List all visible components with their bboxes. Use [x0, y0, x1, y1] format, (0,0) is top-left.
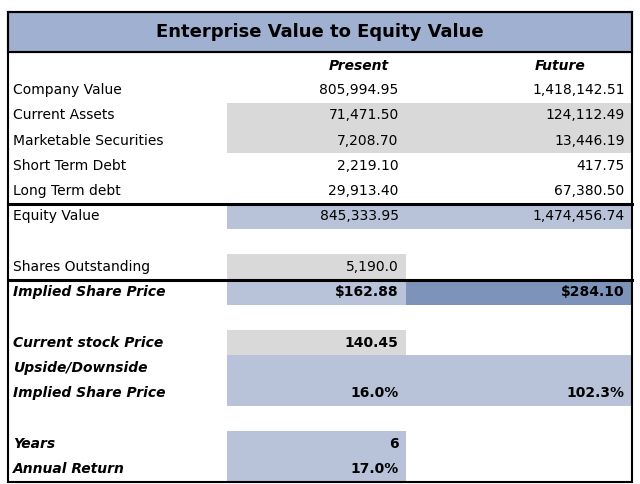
Bar: [406, 128, 632, 153]
Text: $162.88: $162.88: [335, 285, 399, 299]
Bar: [227, 330, 406, 355]
Bar: [406, 103, 632, 128]
Text: 7,208.70: 7,208.70: [337, 134, 399, 148]
Bar: [227, 128, 406, 153]
Text: Short Term Debt: Short Term Debt: [13, 159, 126, 173]
Text: 805,994.95: 805,994.95: [319, 83, 399, 97]
Bar: [227, 431, 406, 456]
Text: Enterprise Value to Equity Value: Enterprise Value to Equity Value: [156, 23, 484, 41]
Bar: [227, 456, 406, 482]
Text: 17.0%: 17.0%: [351, 462, 399, 476]
Text: Years: Years: [13, 437, 55, 451]
Bar: [406, 179, 632, 204]
Bar: [8, 406, 227, 431]
Bar: [8, 355, 227, 380]
Text: 417.75: 417.75: [577, 159, 625, 173]
Bar: [406, 305, 632, 330]
Text: $284.10: $284.10: [561, 285, 625, 299]
Text: 71,471.50: 71,471.50: [328, 108, 399, 122]
Bar: [8, 305, 227, 330]
Bar: [8, 330, 227, 355]
Text: Annual Return: Annual Return: [13, 462, 125, 476]
Bar: [8, 254, 227, 280]
Bar: [406, 153, 632, 179]
Bar: [8, 280, 227, 305]
Bar: [406, 229, 632, 254]
Text: Marketable Securities: Marketable Securities: [13, 134, 163, 148]
Text: Equity Value: Equity Value: [13, 210, 99, 223]
Bar: [8, 103, 227, 128]
Text: 1,474,456.74: 1,474,456.74: [532, 210, 625, 223]
Bar: [8, 431, 227, 456]
Bar: [227, 280, 406, 305]
Bar: [8, 204, 227, 229]
Text: Shares Outstanding: Shares Outstanding: [13, 260, 150, 274]
Bar: [406, 204, 632, 229]
Text: 2,219.10: 2,219.10: [337, 159, 399, 173]
Text: 102.3%: 102.3%: [566, 386, 625, 400]
Bar: [227, 355, 406, 380]
Bar: [8, 380, 227, 406]
Bar: [8, 12, 632, 52]
Text: Implied Share Price: Implied Share Price: [13, 386, 165, 400]
Text: 29,913.40: 29,913.40: [328, 184, 399, 198]
Bar: [227, 380, 406, 406]
Bar: [8, 179, 227, 204]
Text: 16.0%: 16.0%: [351, 386, 399, 400]
Text: 67,380.50: 67,380.50: [554, 184, 625, 198]
Bar: [8, 153, 227, 179]
Text: 845,333.95: 845,333.95: [320, 210, 399, 223]
Text: 124,112.49: 124,112.49: [545, 108, 625, 122]
Bar: [227, 254, 406, 280]
Bar: [406, 406, 632, 431]
Bar: [227, 204, 406, 229]
Bar: [8, 77, 227, 103]
Bar: [406, 355, 632, 380]
Bar: [227, 179, 406, 204]
Text: 6: 6: [389, 437, 399, 451]
Bar: [8, 456, 227, 482]
Text: 1,418,142.51: 1,418,142.51: [532, 83, 625, 97]
Bar: [227, 305, 406, 330]
Bar: [227, 77, 406, 103]
Bar: [406, 77, 632, 103]
Text: Current stock Price: Current stock Price: [13, 336, 163, 349]
Text: Long Term debt: Long Term debt: [13, 184, 120, 198]
Bar: [406, 254, 632, 280]
Text: 140.45: 140.45: [345, 336, 399, 349]
Bar: [227, 229, 406, 254]
Bar: [406, 330, 632, 355]
Bar: [406, 380, 632, 406]
Bar: [8, 229, 227, 254]
Text: Upside/Downside: Upside/Downside: [13, 361, 147, 375]
Bar: [8, 52, 632, 77]
Text: 13,446.19: 13,446.19: [554, 134, 625, 148]
Text: Implied Share Price: Implied Share Price: [13, 285, 165, 299]
Text: Present: Present: [328, 59, 388, 73]
Bar: [406, 456, 632, 482]
Text: Company Value: Company Value: [13, 83, 122, 97]
Text: Current Assets: Current Assets: [13, 108, 115, 122]
Text: 5,190.0: 5,190.0: [346, 260, 399, 274]
Bar: [227, 153, 406, 179]
Bar: [227, 103, 406, 128]
Text: Future: Future: [534, 59, 586, 73]
Bar: [406, 431, 632, 456]
Bar: [227, 406, 406, 431]
Bar: [8, 128, 227, 153]
Bar: [406, 280, 632, 305]
